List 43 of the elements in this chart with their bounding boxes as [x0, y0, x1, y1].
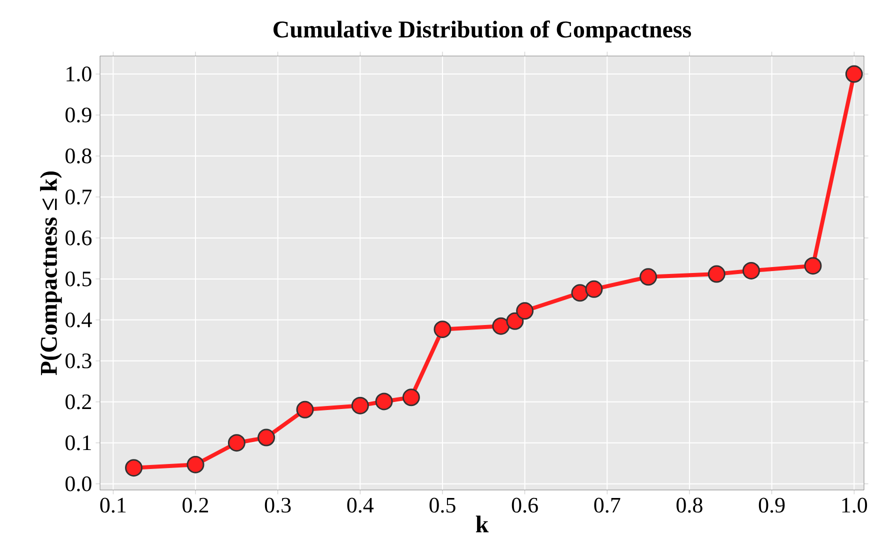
point: [402, 388, 420, 406]
x-tick-label: 0.5: [430, 498, 456, 513]
point: [125, 459, 143, 477]
x-axis-title: k: [476, 516, 489, 532]
x-tick-label: 0.4: [347, 498, 374, 513]
y-tick-label: 0.6: [66, 230, 92, 246]
chart-title: Cumulative Distribution of Compactness: [274, 20, 692, 42]
y-tick-label: 0.1: [66, 435, 91, 450]
x-tick-label: 0.3: [264, 498, 291, 513]
y-tick-label: 1.0: [66, 66, 92, 82]
y-tick-label: 0.4: [66, 312, 92, 328]
point: [708, 265, 726, 283]
point: [258, 428, 276, 446]
point: [228, 434, 246, 452]
y-tick-label: 0.8: [66, 148, 92, 164]
point: [375, 392, 393, 410]
point: [804, 257, 822, 275]
x-tick-label: 0.6: [512, 498, 538, 513]
x-tick-label: 0.7: [594, 498, 620, 513]
y-tick-label: 0.5: [66, 271, 92, 286]
x-tick-label: 0.2: [182, 498, 208, 513]
point: [845, 65, 863, 83]
point: [506, 312, 524, 330]
point: [434, 320, 452, 338]
y-tick-label: 0.2: [66, 394, 91, 410]
x-tick-label: 1.0: [842, 498, 868, 513]
y-axis-title: P(Compactness ≤ k): [40, 172, 62, 376]
y-tick-label: 0.9: [66, 108, 92, 122]
x-tick-label: 0.8: [676, 498, 702, 513]
y-tick-label: 0.7: [66, 190, 92, 204]
point: [640, 268, 658, 286]
y-tick-label: 0.0: [66, 476, 92, 492]
point: [296, 400, 314, 418]
point: [516, 302, 534, 320]
point: [571, 284, 589, 302]
point: [742, 262, 760, 280]
x-tick-label: 0.1: [100, 498, 126, 513]
x-tick-label: 0.9: [758, 498, 785, 513]
y-tick-label: 0.3: [66, 353, 92, 368]
point: [492, 317, 510, 335]
point: [186, 456, 204, 474]
point: [351, 396, 369, 414]
point: [585, 280, 603, 298]
